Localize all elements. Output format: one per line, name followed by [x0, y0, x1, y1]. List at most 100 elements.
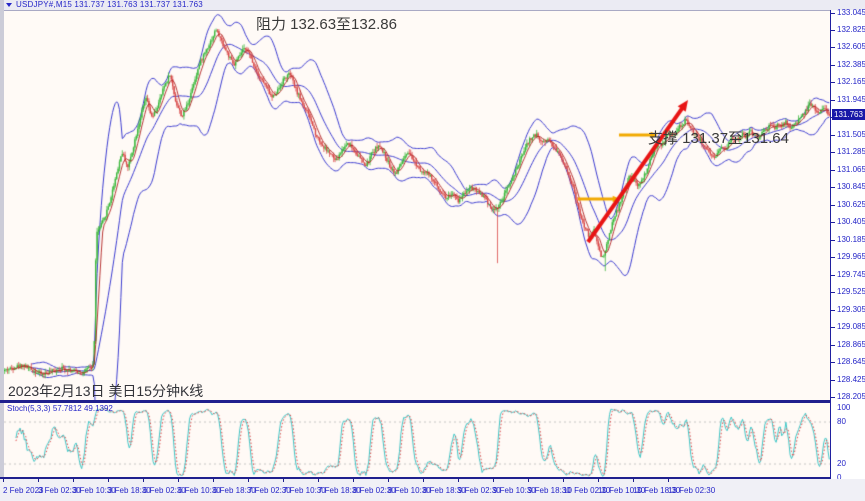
- time-label: 8 Feb 18:30: [423, 486, 466, 495]
- time-tick: [528, 479, 529, 482]
- price-tick: [831, 240, 835, 241]
- stoch-scale-label: 20: [837, 459, 846, 468]
- stochastic-canvas[interactable]: [4, 403, 830, 477]
- price-tick: [831, 100, 835, 101]
- price-tick-label: 128.205: [837, 392, 865, 401]
- price-tick-label: 132.605: [837, 42, 865, 51]
- price-tick: [831, 222, 835, 223]
- time-tick: [178, 479, 179, 482]
- price-tick-label: 131.285: [837, 147, 865, 156]
- price-tick: [831, 82, 835, 83]
- pane-separator[interactable]: [0, 400, 865, 403]
- price-tick-label: 129.085: [837, 322, 865, 331]
- time-tick: [283, 479, 284, 482]
- price-tick-label: 130.185: [837, 235, 865, 244]
- price-tick-label: 132.165: [837, 77, 865, 86]
- price-axis[interactable]: 131.763 133.045 132.825 132.605 132.385 132.…: [830, 8, 865, 482]
- symbol-ohlc-text: USDJPY#,M15 131.737 131.763 131.737 131.…: [16, 0, 203, 9]
- chart-header-strip: USDJPY#,M15 131.737 131.763 131.737 131.…: [0, 0, 865, 11]
- price-tick: [831, 292, 835, 293]
- time-label: 10 Feb 10:30: [598, 486, 646, 495]
- time-label: 3 Feb 18:30: [108, 486, 151, 495]
- chart-title-annotation: 2023年2月13日 美日15分钟K线: [8, 383, 204, 399]
- price-tick-label: 132.825: [837, 25, 865, 34]
- time-label: 3 Feb 10:30: [73, 486, 116, 495]
- price-tick: [831, 327, 835, 328]
- price-tick-label: 129.305: [837, 305, 865, 314]
- time-tick: [598, 479, 599, 482]
- price-tick: [831, 187, 835, 188]
- pane-separator-bottom[interactable]: [0, 477, 865, 479]
- time-tick: [458, 479, 459, 482]
- time-label: 10 Feb 02:30: [563, 486, 611, 495]
- price-tick: [831, 13, 835, 14]
- price-tick-label: 131.505: [837, 130, 865, 139]
- window-left-border: [0, 0, 4, 501]
- time-tick: [633, 479, 634, 482]
- price-tick-label: 128.645: [837, 357, 865, 366]
- price-tick-label: 129.525: [837, 287, 865, 296]
- stoch-scale-label: 0: [837, 473, 842, 482]
- price-tick: [831, 205, 835, 206]
- stoch-scale-label: 80: [837, 417, 846, 426]
- time-tick: [668, 479, 669, 482]
- price-tick: [831, 362, 835, 363]
- symbol-info-label: USDJPY#,M15 131.737 131.763 131.737 131.…: [6, 1, 203, 9]
- time-label: 9 Feb 02:30: [458, 486, 501, 495]
- time-label: 2 Feb 2023: [3, 486, 44, 495]
- stoch-values: 57.7812 49.1392: [52, 404, 113, 413]
- support-annotation: 支撑 131.37至131.64: [648, 130, 789, 147]
- stochastic-indicator-label: Stoch(5,3,3) 57.7812 49.1392: [7, 405, 113, 413]
- price-tick-label: 130.625: [837, 200, 865, 209]
- time-label: 9 Feb 10:30: [493, 486, 536, 495]
- time-label: 9 Feb 18:30: [528, 486, 571, 495]
- stoch-scale-label: 100: [837, 403, 851, 412]
- price-tick-label: 132.385: [837, 60, 865, 69]
- stoch-name: Stoch(5,3,3): [7, 404, 51, 413]
- time-tick: [38, 479, 39, 482]
- price-tick: [831, 345, 835, 346]
- price-tick-label: 131.945: [837, 95, 865, 104]
- price-tick: [831, 65, 835, 66]
- time-tick: [388, 479, 389, 482]
- price-tick-label: 129.965: [837, 252, 865, 261]
- time-tick: [563, 479, 564, 482]
- time-label: 3 Feb 02:30: [38, 486, 81, 495]
- time-tick: [143, 479, 144, 482]
- price-tick-label: 130.405: [837, 217, 865, 226]
- price-tick-label: 131.065: [837, 165, 865, 174]
- price-tick: [831, 275, 835, 276]
- price-tick: [831, 310, 835, 311]
- resistance-annotation: 阻力 132.63至132.86: [256, 16, 397, 33]
- time-label: 7 Feb 02:30: [248, 486, 291, 495]
- price-tick: [831, 135, 835, 136]
- time-label: 7 Feb 18:30: [318, 486, 361, 495]
- time-label: 8 Feb 10:30: [388, 486, 431, 495]
- time-tick: [493, 479, 494, 482]
- main-chart-canvas[interactable]: [4, 10, 830, 400]
- price-tick: [831, 47, 835, 48]
- time-label: 6 Feb 18:30: [213, 486, 256, 495]
- time-axis[interactable]: 2 Feb 2023 3 Feb 02:30 3 Feb 10:30 3 Feb 18…: [0, 479, 865, 501]
- time-tick: [248, 479, 249, 482]
- chevron-down-icon[interactable]: [6, 2, 12, 7]
- time-tick: [73, 479, 74, 482]
- price-tick-label: 128.865: [837, 340, 865, 349]
- time-tick: [318, 479, 319, 482]
- price-tick-label: 130.845: [837, 182, 865, 191]
- time-label: 10 Feb 18:30: [633, 486, 681, 495]
- time-tick: [3, 479, 4, 482]
- time-tick: [108, 479, 109, 482]
- time-tick: [213, 479, 214, 482]
- price-tick-label: 128.425: [837, 375, 865, 384]
- price-tick: [831, 152, 835, 153]
- time-label: 7 Feb 10:30: [283, 486, 326, 495]
- time-label: 8 Feb 02:30: [353, 486, 396, 495]
- time-label: 6 Feb 10:30: [178, 486, 221, 495]
- price-tick: [831, 30, 835, 31]
- price-tick-label: 133.045: [837, 8, 865, 17]
- price-tick: [831, 170, 835, 171]
- time-label: 13 Feb 02:30: [668, 486, 716, 495]
- price-tick: [831, 380, 835, 381]
